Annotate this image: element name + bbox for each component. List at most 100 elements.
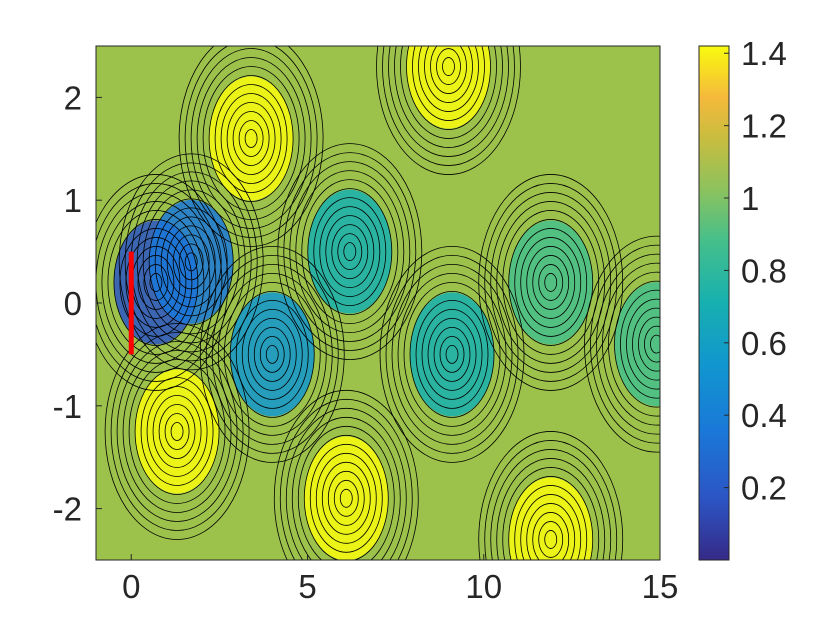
colorbar-tick-label: 1.2 [741,108,787,145]
contour-line [244,129,258,148]
colorbar-ticks: 1.4 1.2 1 0.8 0.6 0.4 0.2 [724,35,787,507]
contour-line [170,422,184,441]
colorbar-tick-label: 1.4 [741,35,787,72]
contour-line [644,325,660,363]
contour-line [289,161,411,343]
contour-line [321,461,371,535]
contour-line [223,281,321,427]
field-feature-0 [209,76,294,201]
field-feature-2 [304,436,389,560]
contour-line [164,413,190,450]
contour-line [190,48,312,229]
colorbar-tick-label: 0.4 [741,397,787,434]
x-tick-label: 15 [642,568,679,605]
contour-line [502,467,600,560]
contour-line [526,246,576,319]
contour-line [490,449,612,560]
contour-line [430,46,467,94]
contour-line [241,308,303,400]
x-tick-label: 0 [122,568,140,605]
x-tick-label: 5 [298,568,316,605]
contour-line [650,334,660,354]
y-tick-label: 2 [64,79,82,116]
contour-line [388,46,509,157]
y-tick-label: -2 [53,491,82,528]
contour-group-0 [178,46,324,247]
contour-line [331,224,369,280]
y-tick-label: 1 [64,182,82,219]
contour-line [478,174,624,391]
field-feature-9 [614,282,660,407]
contour-line [297,425,395,560]
contour-line [382,46,515,166]
contour-line [110,332,244,531]
contour-line [101,201,211,364]
contour-line [107,210,205,355]
contour-group-9 [584,235,660,453]
contour-line [295,170,405,334]
field-feature-7 [410,292,495,417]
contour-line [128,359,226,504]
colorbar-tick-label: 0.2 [741,470,787,507]
y-tick-label: 0 [64,285,82,322]
contour-line [632,307,660,381]
contour-line [508,476,594,560]
contour-line [514,228,588,337]
contour-group-6 [277,143,423,361]
contour-line [303,434,389,560]
contour-line [232,111,270,166]
contour-line [538,521,564,558]
contour-line [214,84,288,193]
colorbar: 1.4 1.2 1 0.8 0.6 0.4 0.2 [698,35,787,561]
contour-line [301,179,399,325]
contour-line [421,308,483,400]
contour-line [442,57,455,76]
contour-line [279,398,413,560]
contour-line [391,263,513,445]
contour-group-2 [273,389,419,560]
contour-line [199,245,345,463]
contour-line [148,198,234,326]
field-feature-1 [135,369,220,494]
contour-line [124,162,258,362]
contour-line [400,46,497,139]
contour-line [526,503,576,560]
contour-line [291,416,401,560]
contour-line [376,46,521,175]
contour-line [544,273,558,292]
contour-line [478,431,624,560]
contour-line [211,263,333,445]
field-feature-4 [508,477,593,560]
contour-line [409,290,495,418]
contour-line [520,237,582,328]
contour-line [412,46,485,121]
contour-group-5 [199,245,345,463]
contour-line [184,252,198,272]
y-tick-label: -1 [53,388,82,425]
contour-line [427,317,477,391]
contour-line [490,192,612,373]
contour-line [273,389,419,560]
contour-line [445,344,459,364]
contour-line [614,280,660,408]
contour-line [620,289,660,399]
contour-line [160,216,222,308]
contour-line [96,174,229,391]
contour-line [538,264,564,301]
contour-group-4 [478,431,624,560]
contour-line [119,228,193,337]
contour-line [226,102,276,175]
x-axis: 0 5 10 15 [122,554,678,605]
contour-line [584,235,660,453]
contour-line [140,377,214,486]
y-axis: 2 1 0 -1 -2 [53,79,102,528]
contour-line [154,207,228,317]
contour-line [596,253,660,435]
contour-line [403,281,501,427]
contour-line [265,344,279,364]
contour-line [307,188,393,316]
contour-line [184,46,318,238]
contour-line [325,215,375,289]
contour-line [418,46,479,112]
